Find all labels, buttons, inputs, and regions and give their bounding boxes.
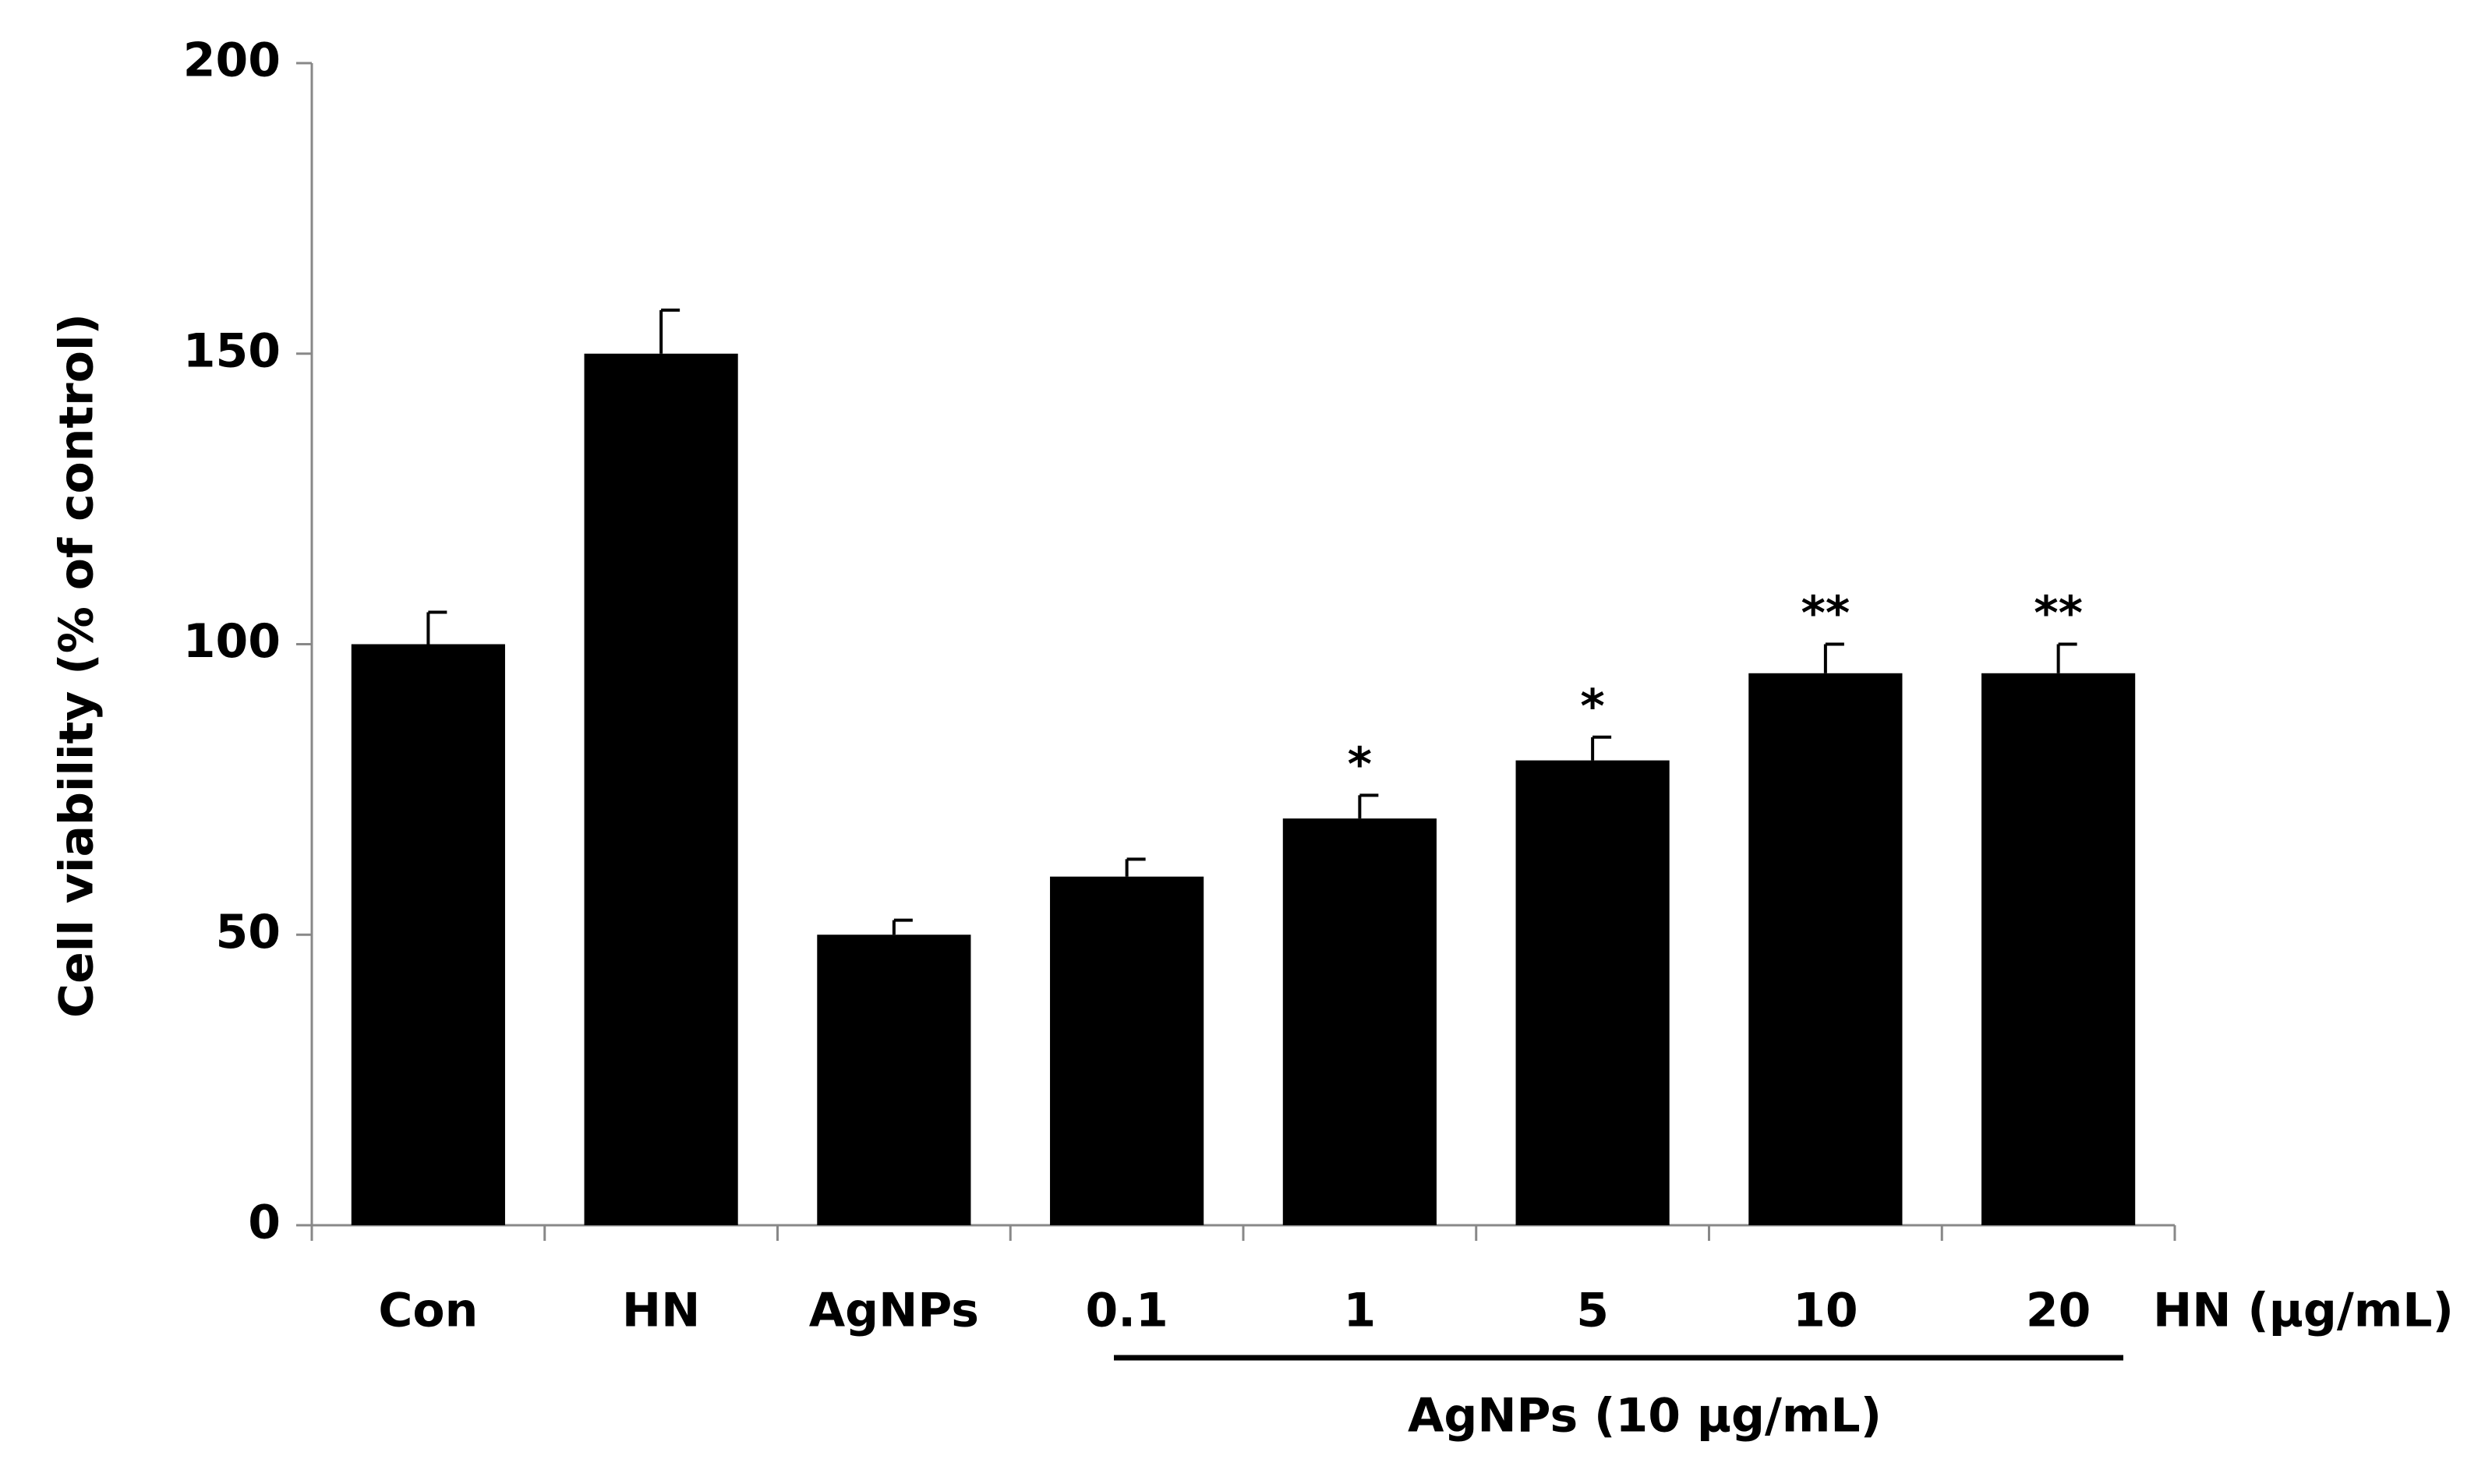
x-tick-label: 20 [2026, 1284, 2091, 1338]
bar [584, 353, 738, 1225]
x-tick-label: AgNPs [809, 1284, 979, 1338]
y-axis-label: Cell viability (% of control) [50, 313, 104, 1018]
bar [817, 935, 971, 1225]
y-tick-label: 200 [183, 34, 281, 88]
error-bar [426, 610, 447, 645]
x-tick-label: 0.1 [1085, 1284, 1168, 1338]
error-bar [1591, 735, 1612, 761]
group-label: AgNPs (10 μg/mL) [1408, 1389, 1882, 1443]
error-bar [1125, 857, 1146, 877]
significance-label: * [1348, 737, 1372, 792]
significance-label: ** [1801, 586, 1850, 641]
significance-label: ** [2034, 586, 2083, 641]
error-bar [659, 308, 680, 354]
x-tick-label: 10 [1793, 1284, 1858, 1338]
y-tick-label: 100 [183, 614, 281, 669]
error-bar [892, 918, 913, 935]
bar [1981, 673, 2136, 1225]
x-tick-label: HN [622, 1284, 700, 1338]
y-tick-label: 0 [248, 1196, 281, 1250]
y-tick-label: 50 [216, 905, 281, 959]
x-unit-label: HN (μg/mL) [2153, 1284, 2454, 1338]
bar [1282, 818, 1437, 1225]
x-tick-label: Con [378, 1284, 478, 1338]
bar [1050, 876, 1204, 1225]
bar [351, 644, 505, 1225]
x-tick-label: 1 [1344, 1284, 1377, 1338]
error-bar [1823, 642, 1844, 673]
error-bar [2056, 642, 2077, 673]
significance-label: * [1580, 679, 1604, 733]
x-tick-label: 5 [1576, 1284, 1609, 1338]
bar [1515, 760, 1670, 1225]
y-tick-label: 150 [183, 323, 281, 378]
error-bar [1358, 793, 1379, 819]
bar [1748, 673, 1903, 1225]
